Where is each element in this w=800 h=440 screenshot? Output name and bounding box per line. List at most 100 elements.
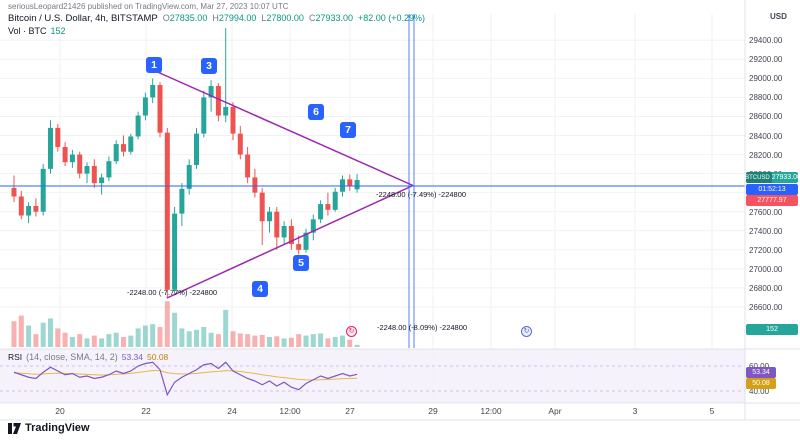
candle-body: [194, 133, 199, 166]
candle-body: [135, 115, 141, 137]
volume-bar: [186, 331, 192, 347]
volume-bar: [230, 331, 236, 347]
volume-layer: [11, 301, 360, 347]
ohlc-high: H 27994.00: [212, 13, 257, 23]
volume-indicator-header: Vol · BTC 152: [8, 26, 66, 36]
candle-body: [281, 226, 287, 238]
volume-bar: [303, 335, 309, 347]
volume-bar: [318, 333, 324, 347]
candle-body: [318, 204, 324, 220]
price-axis-unit: USD: [770, 12, 787, 21]
candle-body: [48, 127, 53, 169]
volume-bar: [340, 335, 345, 347]
volume-bar: [296, 334, 302, 347]
candle-body: [252, 177, 258, 193]
volume-bar: [77, 334, 83, 347]
volume-bar: [84, 338, 90, 347]
publish-line: seriousLeopard21426 published on Trading…: [8, 2, 289, 11]
candle-body: [296, 244, 302, 250]
volume-bar: [150, 324, 156, 347]
candle-body: [11, 187, 17, 197]
volume-bar: [274, 336, 280, 347]
candle-body: [128, 136, 134, 152]
candle-body: [259, 192, 265, 222]
volume-label: Vol · BTC: [8, 26, 47, 36]
candle-body: [237, 133, 243, 155]
volume-bar: [208, 332, 214, 347]
candle-body: [106, 161, 112, 178]
volume-bar: [142, 325, 148, 347]
volume-bar: [259, 334, 265, 347]
volume-bar: [347, 339, 353, 347]
ohlc-low: L 27800.00: [261, 13, 304, 23]
candle-body: [40, 168, 46, 212]
candle-body: [69, 154, 75, 163]
volume-bar: [33, 334, 39, 347]
volume-bar: [106, 334, 112, 347]
volume-bar: [252, 335, 258, 347]
volume-bar: [55, 328, 61, 347]
symbol-title[interactable]: Bitcoin / U.S. Dollar, 4h, BITSTAMP: [8, 13, 158, 24]
volume-bar: [194, 329, 199, 347]
volume-bar: [128, 335, 134, 347]
volume-bar: [48, 318, 53, 347]
candle-body: [84, 166, 90, 174]
rsi-line: [13, 361, 358, 397]
volume-bar: [310, 334, 316, 347]
candle-body: [325, 204, 331, 210]
candle-body: [91, 166, 97, 184]
candle-body: [223, 106, 229, 116]
candle-body: [179, 188, 185, 214]
volume-bar: [121, 337, 126, 347]
volume-bar: [237, 333, 243, 347]
volume-bar: [179, 328, 185, 347]
rsi-sma-value: 50.08: [147, 352, 169, 362]
candle-body: [267, 211, 272, 222]
volume-bar: [99, 338, 105, 347]
rsi-pane-background: [0, 349, 745, 403]
tradingview-logo-icon: [8, 423, 21, 434]
candle-body: [142, 97, 148, 116]
candle-body: [33, 206, 39, 212]
candle-body: [274, 211, 280, 238]
candle-body: [347, 179, 353, 186]
candle-body: [288, 226, 294, 245]
candle-body: [186, 165, 192, 189]
candle-body: [208, 86, 214, 98]
volume-value: 152: [50, 26, 66, 36]
candle-body: [354, 180, 360, 190]
grid-layer: [0, 14, 745, 403]
volume-bar: [40, 322, 46, 347]
triangle-lower-trendline[interactable]: [166, 184, 414, 299]
volume-bar: [11, 321, 17, 347]
candle-body: [55, 127, 61, 147]
volume-bar: [135, 328, 141, 347]
candle-body: [201, 97, 207, 134]
rsi-params: (14, close, SMA, 14, 2): [26, 352, 118, 362]
candle-body: [332, 191, 338, 210]
candle-body: [121, 144, 126, 152]
candle-body: [18, 196, 24, 216]
triangle-upper-trendline[interactable]: [152, 69, 414, 187]
volume-bar: [223, 309, 229, 347]
candle-body: [230, 106, 236, 134]
candle-body: [157, 85, 163, 133]
volume-bar: [215, 334, 221, 347]
volume-bar: [325, 338, 331, 347]
change-value: +82.00 (+0.29%): [357, 13, 426, 23]
candle-body: [310, 219, 316, 233]
symbol-header: Bitcoin / U.S. Dollar, 4h, BITSTAMP O 278…: [8, 13, 425, 24]
candle-body: [99, 177, 105, 184]
volume-bar: [18, 315, 24, 347]
volume-bar: [281, 338, 287, 347]
volume-bar: [201, 327, 207, 347]
candle-body: [62, 146, 68, 163]
volume-bar: [157, 327, 163, 347]
volume-bar: [267, 337, 272, 347]
candle-body: [215, 86, 221, 116]
rsi-title[interactable]: RSI: [8, 352, 23, 362]
footer-logo[interactable]: TradingView: [8, 421, 90, 434]
rsi-indicator-header[interactable]: RSI (14, close, SMA, 14, 2) 53.34 50.08: [8, 352, 168, 362]
